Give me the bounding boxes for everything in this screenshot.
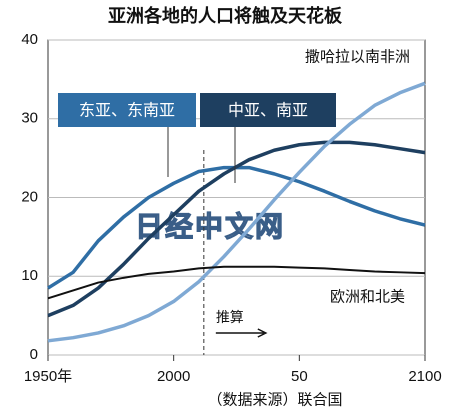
label-box <box>200 93 336 127</box>
series-label: 东亚、东南亚 <box>79 101 175 120</box>
x-tick-label: 50 <box>291 368 308 385</box>
label-box <box>58 93 196 127</box>
series-line <box>47 265 426 300</box>
y-tick-label: 30 <box>21 110 38 127</box>
y-tick-label: 10 <box>21 267 38 284</box>
y-tick-label: 0 <box>30 346 38 363</box>
projection-label: 推算 <box>216 310 244 326</box>
series-label: 中亚、南亚 <box>228 101 308 120</box>
x-tick-label: 2100 <box>408 368 441 385</box>
series-line <box>47 140 426 318</box>
x-tick-label: 1950年 <box>24 368 72 385</box>
source: （数据来源）联合国 <box>207 391 342 409</box>
y-tick-label: 40 <box>21 31 38 48</box>
watermark: 日经中文网 <box>135 210 285 243</box>
series-label: 撒哈拉以南非洲 <box>305 48 410 66</box>
series-line <box>47 81 426 343</box>
series-label: 欧洲和北美 <box>330 288 405 306</box>
chart-title: 亚洲各地的人口将触及天花板 <box>108 5 343 27</box>
x-tick-label: 2000 <box>157 368 190 385</box>
projection-arrow <box>215 328 268 338</box>
y-tick-label: 20 <box>21 188 38 205</box>
